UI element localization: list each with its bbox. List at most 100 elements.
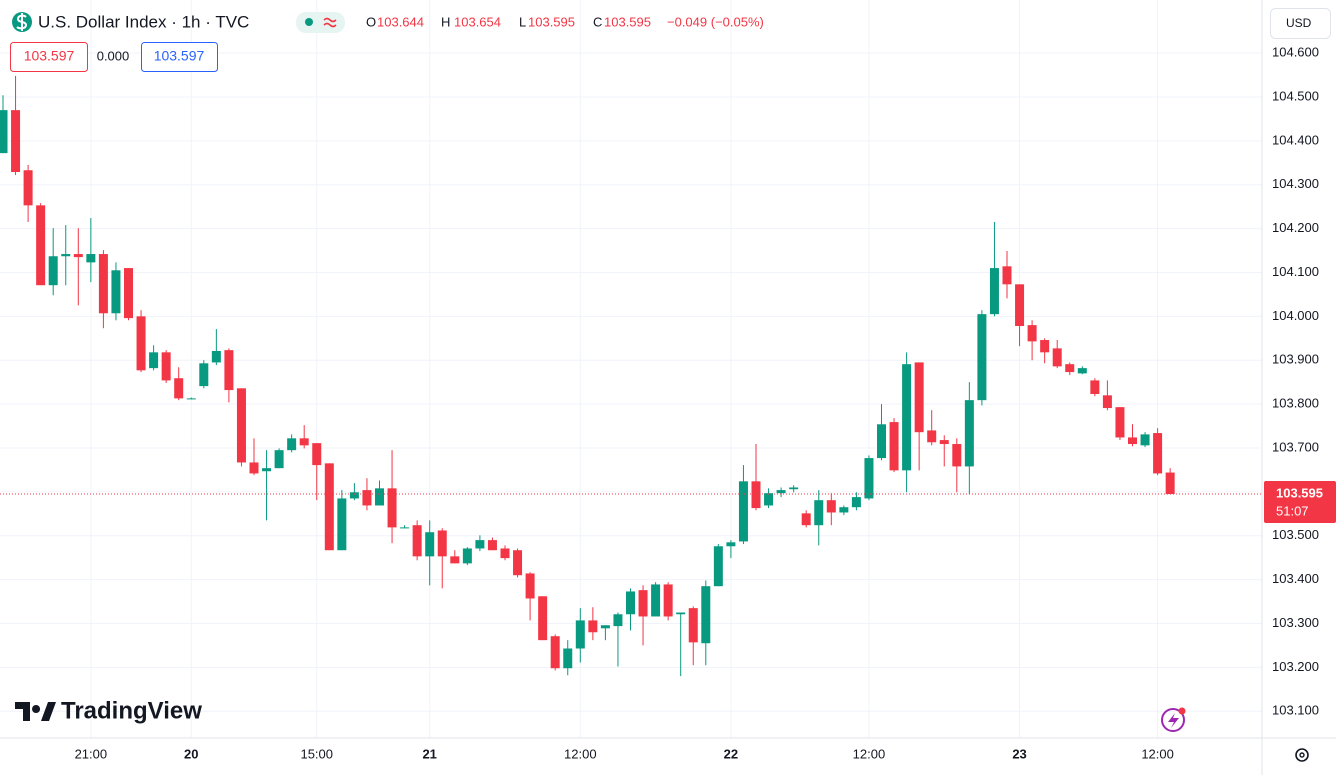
candle-body [1140, 434, 1150, 446]
status-dot [305, 18, 313, 26]
grid [0, 0, 1262, 738]
candle-body [663, 584, 673, 617]
alert-icon[interactable] [1161, 708, 1185, 732]
candle-body [738, 481, 748, 542]
candle-body [1002, 266, 1012, 285]
candle-body [174, 378, 184, 399]
y-tick-label: 104.300 [1272, 176, 1319, 191]
candle-body [713, 546, 723, 587]
y-tick-label: 103.100 [1272, 703, 1319, 718]
y-tick-label: 103.400 [1272, 571, 1319, 586]
candle-body [676, 612, 686, 615]
candle-body [964, 400, 974, 467]
candle-body [525, 573, 535, 599]
ohlc-value: 103.595 [604, 14, 651, 29]
settings-icon[interactable] [1295, 748, 1309, 762]
candle-body [349, 492, 359, 499]
countdown: 51:07 [1276, 503, 1309, 518]
price-label: 103.595 [1276, 485, 1323, 500]
candle-body [764, 493, 774, 506]
spread: 0.000 [97, 48, 130, 63]
price-label-box [1264, 481, 1336, 524]
settings-icon-core [1299, 752, 1305, 758]
candle-body [337, 498, 347, 551]
candle-body [500, 548, 510, 559]
logo-text: TradingView [61, 697, 202, 724]
y-tick-label: 103.300 [1272, 615, 1319, 630]
candle-body [475, 540, 485, 549]
candle-body [199, 363, 209, 387]
candle-body [600, 625, 610, 629]
chart-title: U.S. Dollar Index · 1h · TVC [38, 12, 249, 31]
candle-body [688, 608, 698, 643]
candle-body [400, 527, 410, 529]
x-tick-label: 21 [422, 746, 436, 761]
candle-body [801, 513, 811, 526]
candle-body [613, 614, 623, 627]
candle-body [236, 388, 246, 463]
status-pill[interactable] [296, 12, 345, 33]
currency: USD [1286, 16, 1312, 30]
candle-body [1153, 433, 1163, 474]
candle-body [23, 170, 33, 206]
y-tick-label: 104.100 [1272, 264, 1319, 279]
y-tick-label: 104.200 [1272, 220, 1319, 235]
ask: 103.597 [154, 48, 205, 64]
candle-body [299, 438, 309, 446]
candle-body [312, 443, 322, 466]
candle-body [1128, 437, 1137, 445]
ask-box[interactable] [141, 42, 218, 72]
candle-body [136, 316, 146, 371]
candle-body [450, 556, 460, 564]
x-tick-label: 12:00 [1141, 746, 1174, 761]
candle-body [48, 256, 58, 286]
alert-badge [1178, 707, 1186, 715]
candle-body [751, 481, 761, 509]
symbol-icon-glyph [16, 13, 28, 31]
candle-body [776, 490, 786, 494]
ohlc-label: C [593, 14, 602, 29]
candle-body [626, 591, 635, 615]
y-tick-label: 103.800 [1272, 396, 1319, 411]
currency-button[interactable] [1270, 8, 1331, 39]
candle-body [839, 507, 849, 513]
candle-body [1015, 284, 1025, 327]
candle-body [939, 440, 949, 445]
candle-body [927, 430, 937, 443]
bid-box[interactable] [10, 42, 88, 72]
candle-body [977, 314, 987, 401]
candle-body [111, 270, 121, 314]
ohlc-label: L [519, 14, 526, 29]
candle-body [513, 550, 523, 576]
ohlc-value: 103.644 [377, 14, 424, 29]
candle-body [462, 548, 472, 564]
candle-body [889, 422, 899, 471]
candle-body [149, 352, 159, 369]
candle-body [538, 596, 548, 641]
candle-body [412, 525, 422, 557]
x-tick-label: 15:00 [300, 746, 333, 761]
ohlc-label: H [441, 14, 450, 29]
candle-body [11, 110, 21, 172]
candle-body [989, 268, 999, 315]
x-tick-label: 21:00 [75, 746, 108, 761]
candle-body [487, 540, 497, 551]
candle-body [814, 500, 824, 526]
status-icon [323, 17, 337, 28]
ohlc-value: 103.595 [528, 14, 575, 29]
candle-body [249, 462, 259, 474]
candle-body [826, 500, 836, 513]
candle-body [1052, 348, 1062, 367]
candle-body [375, 488, 384, 506]
candle-body [1027, 325, 1037, 342]
candle-body [952, 444, 962, 467]
x-tick-label: 12:00 [853, 746, 886, 761]
candle-body [914, 362, 924, 433]
candle-body [1077, 368, 1087, 374]
ohlc-label: O [366, 14, 376, 29]
candle-body [437, 530, 447, 557]
candle-body [1115, 407, 1125, 438]
candle-body [851, 497, 861, 508]
logo-icon [15, 702, 56, 721]
